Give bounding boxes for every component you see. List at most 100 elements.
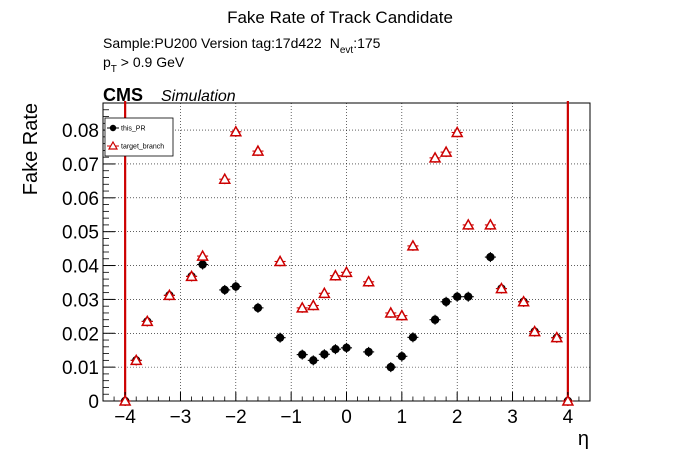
- legend-label-target-branch: target_branch: [121, 144, 164, 151]
- data-point-this_PR-16: [385, 362, 397, 373]
- y-tick-label-4: 0.04: [62, 257, 99, 278]
- sample-version-text: Sample:PU200 Version tag:17d422: [103, 35, 322, 51]
- marker-triangle: [318, 286, 331, 299]
- marker-triangle: [384, 306, 398, 318]
- y-tick-label-2: 0.02: [62, 324, 99, 345]
- data-point-target_branch-27: [550, 331, 564, 343]
- pt-cut-value: > 0.9 GeV: [117, 54, 185, 70]
- data-point-this_PR-12: [318, 349, 330, 360]
- data-point-target_branch-13: [329, 269, 342, 281]
- data-point-this_PR-13: [329, 344, 341, 355]
- data-point-target_branch-10: [295, 301, 309, 313]
- marker-circle: [331, 344, 340, 354]
- data-point-this_PR-19: [429, 314, 441, 325]
- data-point-target_branch-7: [229, 125, 243, 137]
- data-point-target_branch-22: [461, 218, 475, 230]
- x-tick-label-0: −4: [114, 407, 136, 428]
- data-point-this_PR-6: [219, 284, 231, 295]
- legend-marker-target-branch: [107, 140, 119, 150]
- cms-label: CMS: [103, 85, 143, 105]
- marker-circle: [253, 303, 263, 313]
- data-point-this_PR-8: [252, 302, 264, 313]
- marker-circle: [220, 285, 229, 295]
- y-tick-label-3: 0.03: [62, 290, 99, 311]
- data-point-this_PR-17: [396, 351, 408, 362]
- marker-circle: [430, 315, 440, 324]
- simulation-label: Simulation: [161, 88, 236, 105]
- marker-circle: [275, 333, 285, 342]
- marker-triangle: [495, 282, 508, 294]
- marker-circle: [198, 260, 207, 269]
- marker-circle: [364, 347, 373, 357]
- chart-title: Fake Rate of Track Candidate: [227, 8, 453, 27]
- x-tick-label-1: −3: [170, 407, 192, 428]
- marker-triangle: [163, 288, 176, 301]
- marker-triangle: [439, 145, 453, 157]
- y-tick-label-0: 0: [88, 392, 99, 413]
- x-tick-label-2: −2: [225, 407, 247, 428]
- data-point-target_branch-3: [163, 288, 176, 301]
- data-point-target_branch-21: [450, 125, 464, 138]
- marker-triangle: [561, 394, 575, 406]
- data-point-this_PR-21: [451, 291, 463, 302]
- y-tick-label-1: 0.01: [62, 358, 99, 379]
- marker-triangle: [461, 218, 475, 230]
- data-point-this_PR-22: [462, 291, 474, 302]
- data-point-target_branch-25: [517, 295, 530, 307]
- data-point-this_PR-5: [197, 259, 209, 270]
- data-point-target_branch-8: [251, 144, 265, 157]
- marker-circle: [320, 350, 329, 359]
- data-point-target_branch-16: [384, 306, 398, 318]
- marker-triangle: [140, 314, 154, 327]
- marker-circle: [452, 292, 462, 301]
- series-target_branch: [118, 125, 575, 406]
- data-point-this_PR-20: [440, 296, 452, 307]
- x-tick-label-7: 3: [507, 407, 518, 428]
- y-tick-label-7: 0.07: [62, 155, 99, 176]
- data-point-target_branch-9: [273, 254, 287, 267]
- data-point-target_branch-1: [129, 353, 143, 366]
- x-tick-label-3: −1: [280, 407, 302, 428]
- y-tick-label-6: 0.06: [62, 189, 99, 210]
- plot-frame: [102, 102, 591, 402]
- data-point-target_branch-15: [362, 275, 375, 287]
- data-point-this_PR-14: [340, 342, 353, 353]
- marker-triangle: [362, 275, 375, 287]
- marker-triangle: [329, 269, 342, 281]
- marker-triangle: [218, 172, 232, 184]
- x-tick-label-4: 0: [341, 407, 352, 428]
- pt-p: p: [103, 54, 111, 70]
- data-point-target_branch-14: [340, 265, 353, 278]
- x-tick-label-5: 1: [397, 407, 408, 428]
- marker-triangle: [517, 295, 530, 307]
- x-tick-label-8: 4: [563, 407, 574, 428]
- grid-lines: [103, 103, 590, 401]
- marker-triangle: [340, 265, 353, 278]
- pt-cut-info: pT > 0.9 GeV: [103, 54, 185, 75]
- marker-triangle: [251, 144, 265, 156]
- marker-triangle: [406, 239, 420, 251]
- data-point-target_branch-26: [528, 325, 541, 337]
- data-point-target_branch-12: [318, 286, 331, 299]
- marker-circle: [397, 352, 407, 361]
- marker-triangle: [450, 125, 464, 138]
- y-tick-label-8: 0.08: [62, 121, 99, 142]
- marker-circle: [342, 343, 351, 353]
- marker-triangle: [428, 151, 442, 163]
- marker-triangle: [118, 394, 132, 406]
- data-point-this_PR-10: [296, 349, 308, 360]
- data-point-target_branch-20: [439, 145, 453, 158]
- marker-triangle: [484, 218, 497, 230]
- data-point-target_branch-19: [428, 151, 442, 163]
- marker-triangle: [395, 309, 409, 321]
- marker-circle: [486, 252, 495, 262]
- y-tick-label-5: 0.05: [62, 223, 99, 244]
- marker-triangle: [528, 325, 541, 337]
- data-point-target_branch-18: [406, 239, 420, 251]
- data-point-target_branch-24: [495, 282, 508, 294]
- axes: −4 −3 −2 −1 0 1 2 3 4 0 0.01 0.02 0.03 0.04 0.05 0.06 0.…: [62, 109, 591, 428]
- data-point-target_branch-6: [218, 172, 232, 185]
- marker-circle: [298, 350, 307, 359]
- marker-triangle: [129, 353, 143, 366]
- nevt-subscript: evt: [340, 45, 354, 56]
